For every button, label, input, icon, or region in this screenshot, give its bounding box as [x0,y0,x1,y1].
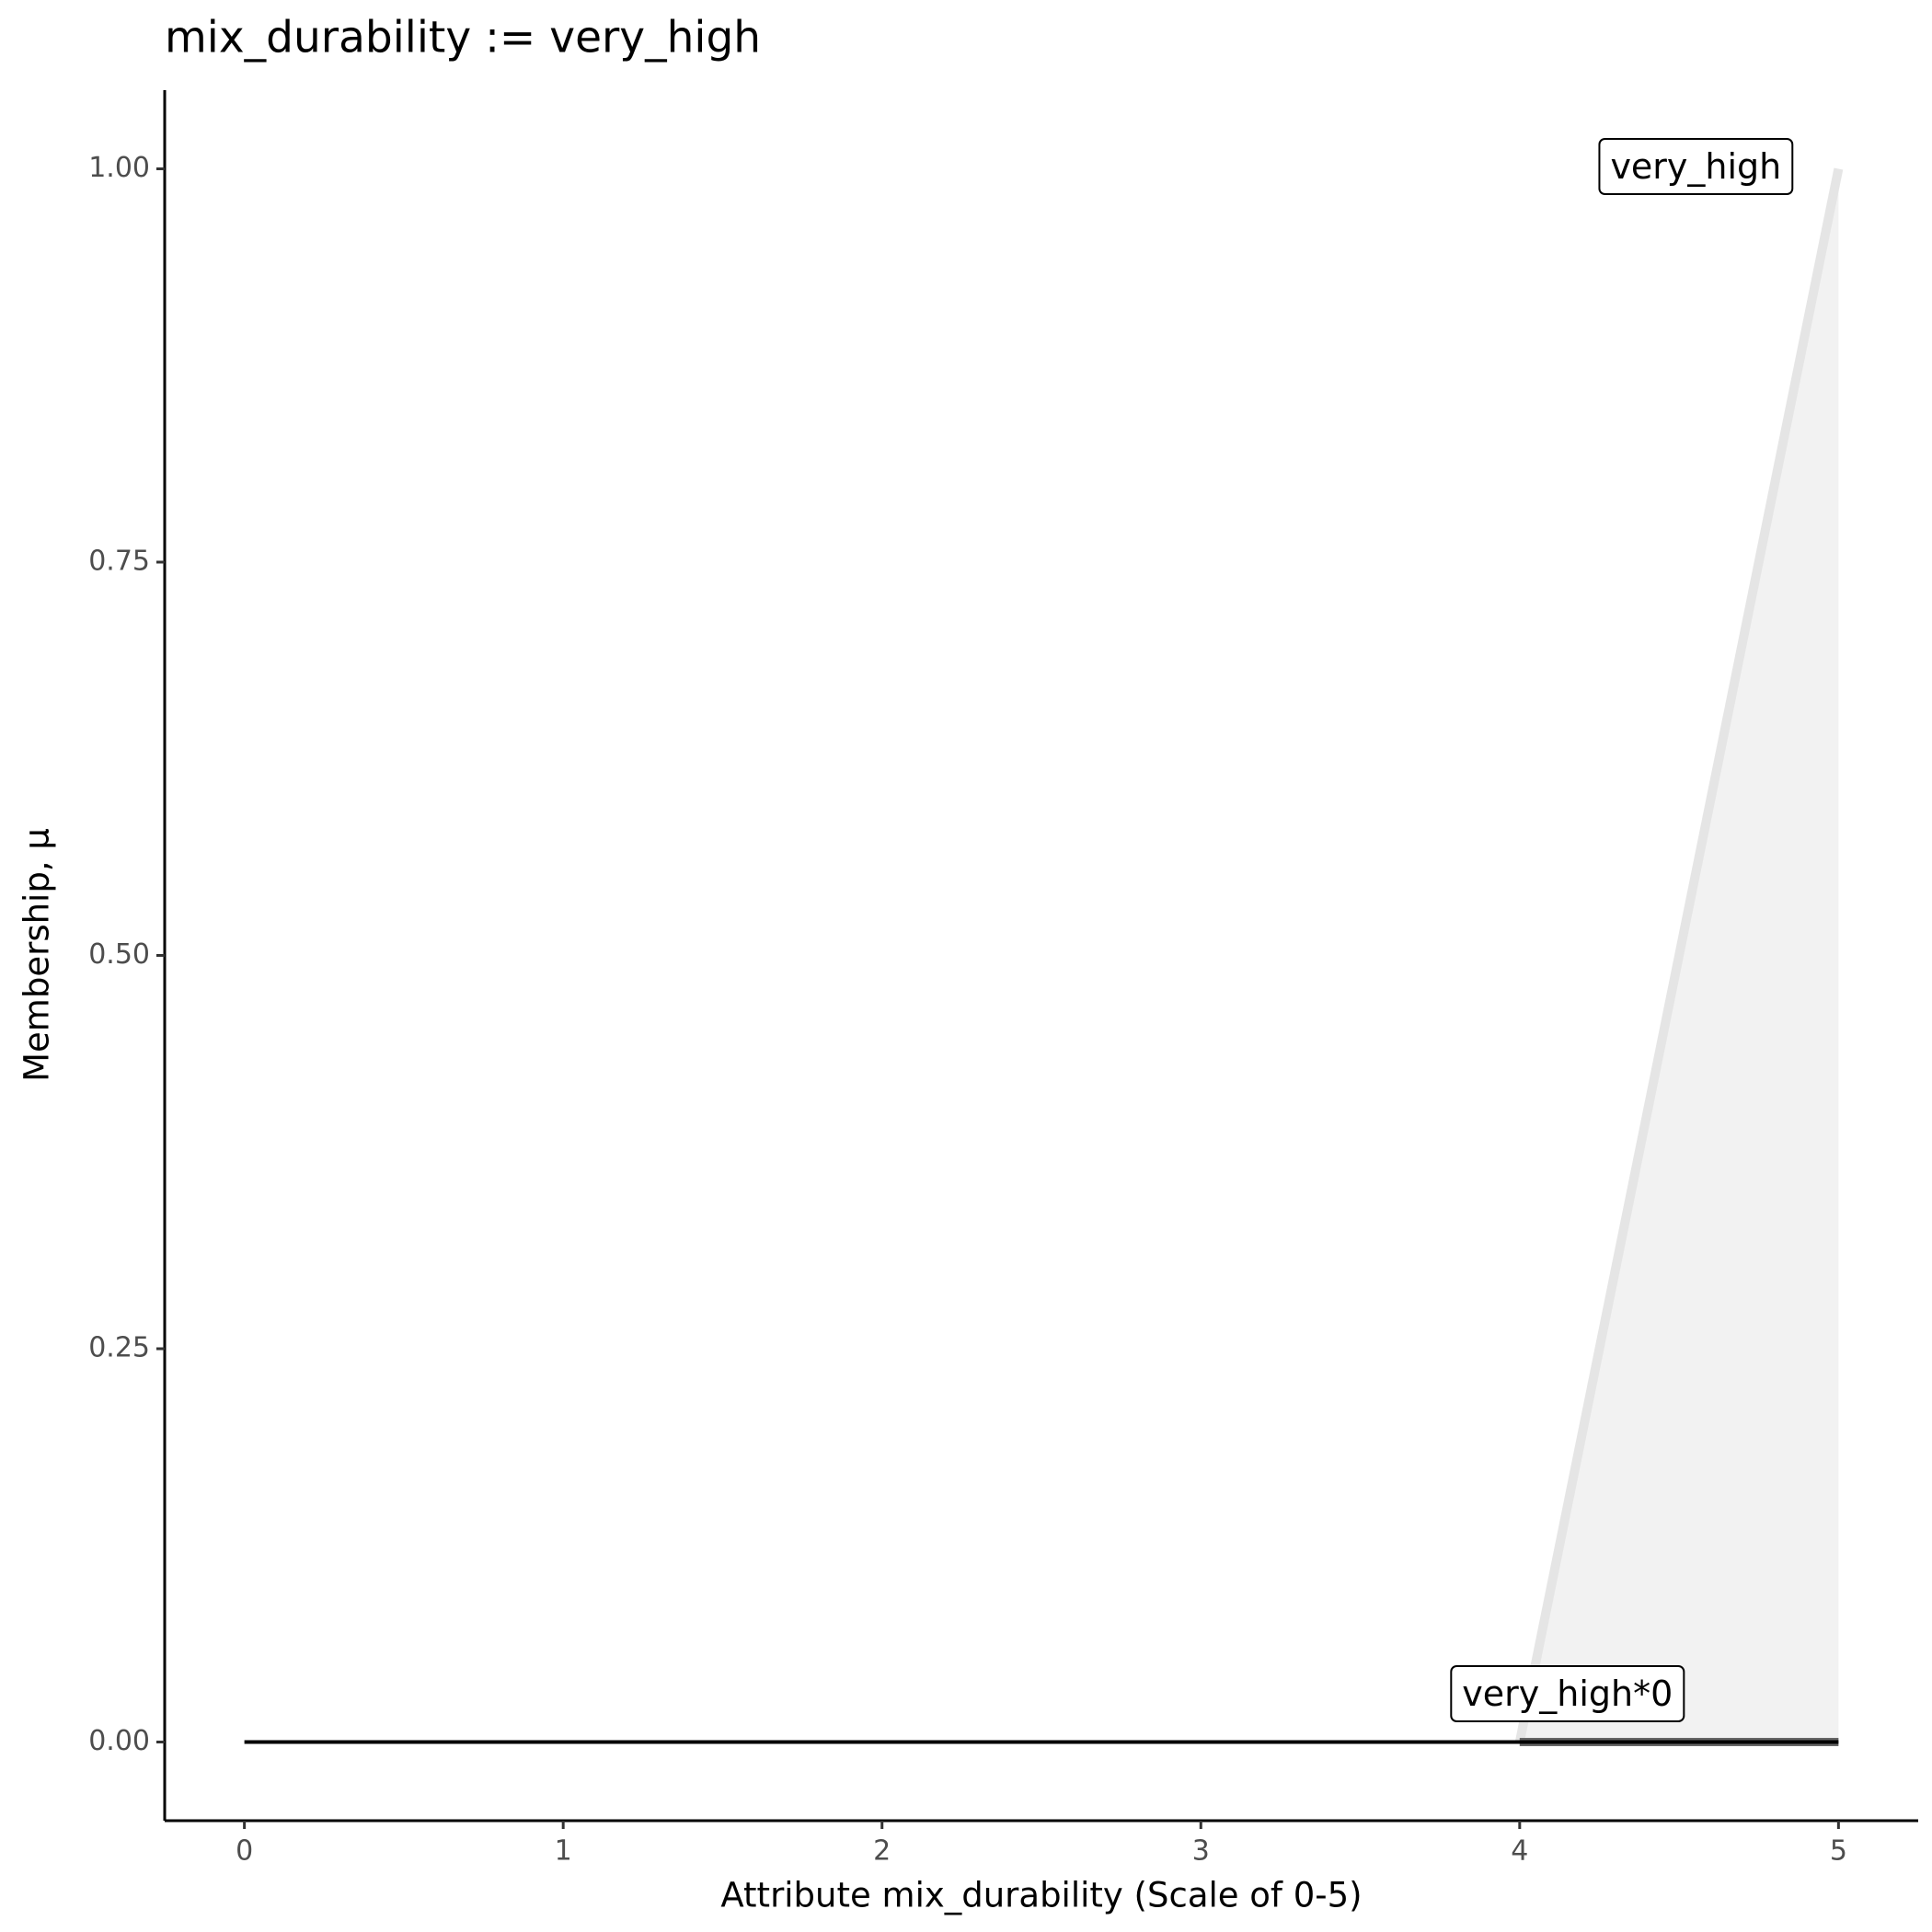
chart-title: mix_durability := very_high [165,13,761,63]
label-text: very_high*0 [1462,1673,1673,1714]
y-tick-label: 0.75 [88,546,150,578]
y-axis-title: Membership, μ [17,828,57,1082]
x-axis-title: Attribute mix_durability (Scale of 0-5) [720,1876,1362,1915]
y-tick-label: 0.50 [88,938,150,971]
x-tick-label: 5 [1830,1835,1847,1868]
x-tick-label: 4 [1511,1835,1528,1868]
x-tick-label: 0 [236,1835,253,1868]
label-box [1450,1665,1685,1722]
series-label: very_high [1598,138,1794,195]
series-line [1514,167,1844,1743]
label-text: very_high [1610,146,1781,187]
y-tick-label: 0.25 [88,1332,150,1364]
y-tick-label: 1.00 [88,152,150,184]
y-tick-label: 0.00 [88,1725,150,1757]
x-tick-label: 3 [1192,1835,1210,1868]
series-label: very_high*0 [1450,1665,1685,1722]
label-box [1598,138,1794,195]
x-tick-label: 1 [555,1835,572,1868]
x-tick-label: 2 [873,1835,891,1868]
